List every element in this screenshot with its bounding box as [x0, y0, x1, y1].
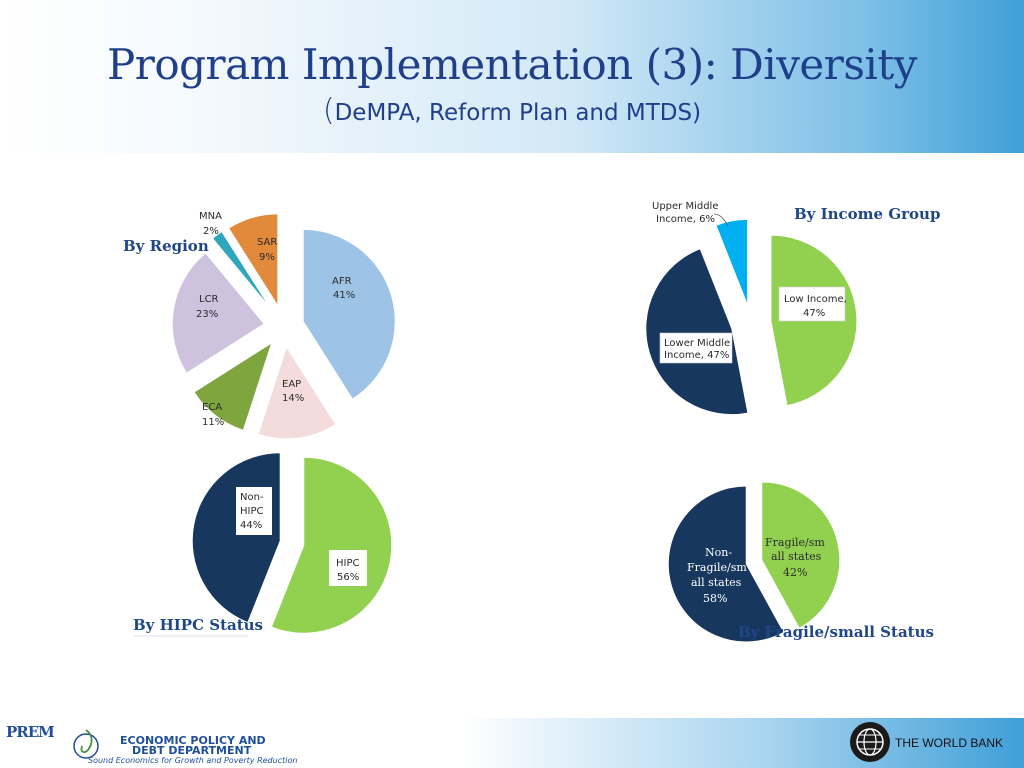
pie-region-title: By Region: [123, 237, 209, 255]
department-name-line1: ECONOMIC POLICY AND: [120, 734, 266, 747]
label-box-low-income: [778, 286, 846, 322]
slice-fragile: [761, 481, 841, 630]
label-low-income-name: Low Income,: [784, 294, 847, 305]
label-non-fragile-line1: Non-: [705, 546, 732, 559]
label-eca-value: 11%: [202, 417, 224, 428]
label-lcr-name: LCR: [199, 294, 219, 305]
label-hipc-name: HIPC: [336, 558, 359, 569]
label-non-fragile-value: 58%: [703, 592, 727, 605]
slice-lcr: [171, 252, 265, 374]
label-upper-middle-value: Income, 6%: [656, 214, 715, 225]
label-upper-middle-name: Upper Middle: [652, 201, 719, 212]
upper-middle-leader-line: [713, 213, 729, 227]
pie-income: By Income Group Low Income, 47% Lower Mi…: [645, 201, 940, 416]
label-upper-middle-percent: 6%: [699, 214, 715, 225]
subtitle-open-paren: (: [322, 93, 335, 128]
label-eap-name: EAP: [282, 379, 301, 390]
slide-header: Program Implementation (3): Diversity (D…: [0, 0, 1024, 153]
pie-income-title: By Income Group: [794, 205, 940, 223]
department-tagline: Sound Economics for Growth and Poverty R…: [88, 756, 298, 765]
label-fragile-value: 42%: [783, 566, 807, 579]
slice-lower-middle-income: [645, 247, 749, 416]
label-box-non-hipc: [236, 487, 272, 535]
pie-region-slices: [171, 213, 396, 440]
slice-sar: [227, 213, 279, 308]
world-bank-globe-icon: [850, 722, 890, 762]
pie-hipc: By HIPC Status HIPC 56% Non- HIPC 44%: [133, 452, 393, 637]
label-mna-name: MNA: [199, 211, 222, 222]
pie-fragile-slices: [667, 481, 841, 643]
slide-title: Program Implementation (3): Diversity: [107, 40, 917, 89]
subtitle-close-paren: ): [692, 100, 702, 126]
label-fragile-line2: all states: [771, 550, 822, 563]
pie-hipc-title: By HIPC Status: [133, 616, 263, 634]
label-mna-value: 2%: [203, 226, 219, 237]
prem-logo: PREM: [6, 723, 55, 741]
label-eca-name: ECA: [202, 402, 222, 413]
label-upper-middle-income-word: Income,: [656, 214, 699, 225]
label-non-fragile-line3: all states: [691, 576, 742, 589]
slice-non-hipc: [191, 452, 281, 624]
label-non-hipc-value: 44%: [240, 520, 262, 531]
label-non-hipc-line2: HIPC: [240, 506, 263, 517]
label-box-lower-middle: [659, 332, 733, 364]
slice-hipc: [270, 456, 393, 634]
subtitle-text: DeMPA, Reform Plan and MTDS: [334, 100, 693, 126]
slice-non-fragile: [667, 485, 785, 643]
department-emblem-icon: [73, 729, 99, 759]
slice-mna: [211, 230, 272, 310]
label-sar-name: SAR: [257, 237, 277, 248]
slide-subtitle: (DeMPA, Reform Plan and MTDS): [0, 93, 1024, 128]
label-sar-value: 9%: [259, 252, 275, 263]
label-non-fragile-line2: Fragile/sm: [687, 561, 747, 574]
label-box-hipc: [329, 550, 367, 586]
slice-eca: [193, 341, 273, 431]
label-eap-value: 14%: [282, 393, 304, 404]
label-lower-middle-name: Lower Middle: [664, 338, 730, 349]
label-lower-middle-value: Income, 47%: [664, 350, 729, 361]
pie-fragile: By Fragile/small Status Fragile/sm all s…: [667, 481, 934, 643]
label-afr-value: 41%: [333, 290, 355, 301]
world-bank-text: THE WORLD BANK: [895, 736, 1004, 750]
label-non-hipc-line1: Non-: [240, 492, 264, 503]
label-fragile-line1: Fragile/sm: [765, 536, 825, 549]
slice-eap: [257, 345, 337, 440]
slice-afr: [302, 228, 396, 400]
pie-fragile-title: By Fragile/small Status: [738, 623, 934, 641]
slide-footer: PREM ECONOMIC POLICY AND DEBT DEPARTMENT…: [0, 718, 1024, 768]
slice-upper-middle-income: [715, 218, 749, 306]
pie-hipc-slices: [191, 452, 393, 634]
label-low-income-value: 47%: [803, 308, 825, 319]
label-afr-name: AFR: [332, 276, 352, 287]
department-name-line2: DEBT DEPARTMENT: [132, 744, 252, 757]
label-lower-middle-percent: 47%: [707, 350, 729, 361]
pie-region-labels: AFR 41% EAP 14% ECA 11% LCR 23% MNA 2% S…: [196, 211, 355, 428]
pie-region: By Region AFR 41% EAP 14% ECA 11% LCR 23…: [123, 211, 396, 440]
label-hipc-value: 56%: [337, 572, 359, 583]
label-lcr-value: 23%: [196, 309, 218, 320]
label-lower-middle-income-word: Income,: [664, 350, 707, 361]
